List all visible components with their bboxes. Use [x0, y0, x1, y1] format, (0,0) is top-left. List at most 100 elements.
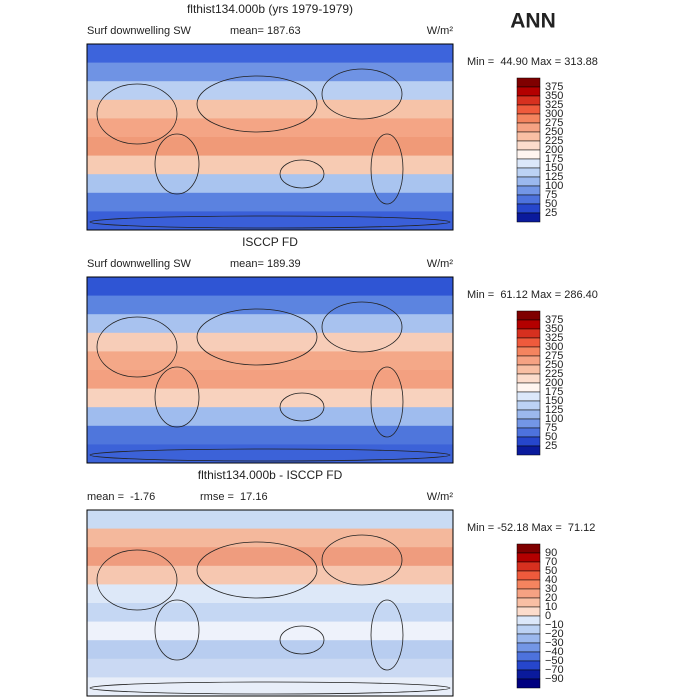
panel-left-label: Surf downwelling SW	[87, 25, 192, 37]
colorbar-label: −30	[545, 637, 564, 649]
min-max: Min = 44.90 Max = 313.88	[467, 56, 598, 68]
colorbar-box	[516, 624, 541, 635]
colorbar-label: 325	[545, 332, 563, 344]
colorbar-label: 90	[545, 547, 557, 559]
map-band	[87, 603, 453, 623]
colorbar-box	[516, 185, 541, 196]
map-band	[87, 155, 453, 175]
map-band	[87, 174, 453, 194]
colorbar-box	[516, 570, 541, 581]
colorbar-label: 200	[545, 377, 563, 389]
coastline	[279, 392, 325, 422]
map-frame	[86, 43, 454, 231]
colorbar-box	[516, 552, 541, 563]
colorbar-label: 350	[545, 323, 563, 335]
colorbar-box	[516, 409, 541, 420]
panel-units: W/m²	[427, 491, 454, 503]
map-band	[87, 137, 453, 157]
colorbar-label: 70	[545, 556, 557, 568]
coastline	[196, 75, 318, 133]
colorbar-label: −40	[545, 646, 564, 658]
colorbar-label: 300	[545, 108, 563, 120]
coastline	[154, 599, 200, 661]
colorbar-label: 175	[545, 153, 563, 165]
colorbar-box	[516, 445, 541, 456]
colorbar-label: 50	[545, 431, 557, 443]
colorbar-box	[516, 194, 541, 205]
colorbar-label: 125	[545, 404, 563, 416]
map-band	[87, 640, 453, 660]
panel-center-label: rmse = 17.16	[200, 491, 268, 503]
colorbar-label: 375	[545, 81, 563, 93]
map-band	[87, 425, 453, 445]
colorbar-box	[516, 337, 541, 348]
colorbar-label: 100	[545, 180, 563, 192]
colorbar-label: 250	[545, 359, 563, 371]
colorbar-box	[516, 95, 541, 106]
coastline	[370, 366, 404, 438]
colorbar-label: −50	[545, 655, 564, 667]
colorbar-box	[516, 436, 541, 447]
colorbar-label: 25	[545, 440, 557, 452]
coastlines	[89, 68, 451, 229]
coastline	[321, 68, 403, 120]
colorbar-box	[516, 328, 541, 339]
colorbar-label: 200	[545, 144, 563, 156]
map-band	[87, 81, 453, 101]
map-band	[87, 677, 453, 697]
map-band	[87, 277, 453, 297]
colorbar-box	[516, 113, 541, 124]
panel-units: W/m²	[427, 25, 454, 37]
map-band	[87, 211, 453, 231]
colorbar-label: 125	[545, 171, 563, 183]
colorbar-label: 0	[545, 610, 551, 622]
colorbar-box	[516, 579, 541, 590]
coastline	[279, 159, 325, 189]
coastline	[196, 308, 318, 366]
coastline	[321, 301, 403, 353]
coastline	[154, 133, 200, 195]
map-band	[87, 370, 453, 390]
colorbar-box	[516, 346, 541, 357]
coastline	[89, 215, 451, 229]
colorbar-box	[516, 167, 541, 178]
colorbar-label: 75	[545, 189, 557, 201]
colorbar-box	[516, 104, 541, 115]
map-band	[87, 565, 453, 585]
colorbar-label: 100	[545, 413, 563, 425]
colorbar-box	[516, 176, 541, 187]
min-max: Min = 61.12 Max = 286.40	[467, 289, 598, 301]
map-band	[87, 621, 453, 641]
map-band	[87, 407, 453, 427]
colorbar-label: −90	[545, 673, 564, 685]
colorbar-box	[516, 364, 541, 375]
map-band	[87, 510, 453, 530]
coastline	[196, 541, 318, 599]
colorbar-box	[516, 158, 541, 169]
coastline	[279, 625, 325, 655]
colorbar-label: 150	[545, 395, 563, 407]
colorbar-label: 275	[545, 350, 563, 362]
colorbar-box	[516, 597, 541, 608]
colorbar-label: 225	[545, 368, 563, 380]
coastline	[370, 133, 404, 205]
colorbar-label: 30	[545, 583, 557, 595]
colorbar-box	[516, 382, 541, 393]
colorbar-label: 325	[545, 99, 563, 111]
coastline	[370, 599, 404, 671]
map-band	[87, 528, 453, 548]
panel-title: flthist134.000b (yrs 1979-1979)	[187, 2, 353, 16]
map-band	[87, 62, 453, 82]
colorbar-box	[516, 543, 541, 554]
coastline	[96, 83, 178, 145]
map-band	[87, 351, 453, 371]
colorbar-box	[516, 588, 541, 599]
map-band	[87, 295, 453, 315]
colorbar-label: 50	[545, 565, 557, 577]
colorbar-label: 20	[545, 592, 557, 604]
panel-left-label: mean = -1.76	[87, 491, 155, 503]
colorbar-box	[516, 149, 541, 160]
colorbar-label: 225	[545, 135, 563, 147]
map-frame	[86, 276, 454, 464]
